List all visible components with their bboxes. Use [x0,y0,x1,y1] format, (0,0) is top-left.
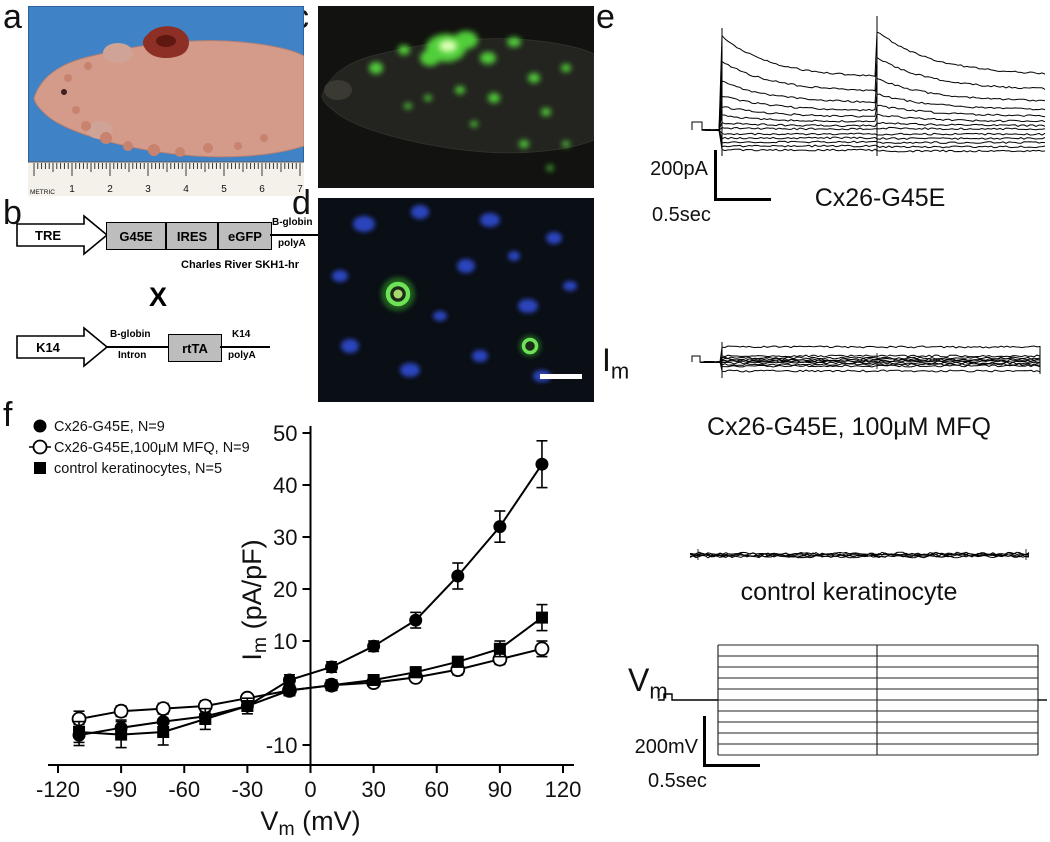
mouse-eye [61,89,67,95]
svg-text:Im (pA/pF): Im (pA/pF) [237,539,271,660]
tail-label-polya: polyA [278,238,306,249]
trace-title-cx26-g45e: Cx26-G45E [814,184,946,212]
svg-text:1: 1 [69,184,75,195]
svg-text:-10: -10 [266,733,298,758]
svg-text:control keratinocytes, N=5: control keratinocytes, N=5 [54,461,222,477]
tumor [142,26,190,59]
svg-text:3: 3 [145,184,151,195]
scale-label-200mv: 200mV [634,736,698,758]
panel-b-letter: b [3,194,22,232]
panel-f-letter: f [3,396,13,434]
svg-text:Cx26-G45E, N=9: Cx26-G45E, N=9 [54,419,165,435]
gene-box-g45e: G45E [106,222,166,250]
vm-label-main: V [628,662,650,698]
svg-text:90: 90 [488,777,512,802]
svg-text:-30: -30 [231,777,263,802]
gfp-fluorescence-patches [369,31,571,171]
gfp-positive-cell-1 [381,277,415,311]
promoter-label-tre: TRE [35,228,61,243]
fluorescence-micrograph [318,198,594,402]
scale-label-200pa: 200pA [650,158,708,180]
fluorescent-mouse-photo [318,6,594,188]
svg-text:50: 50 [273,421,297,446]
svg-text:60: 60 [425,777,449,802]
tail-label-polya-2: polyA [228,350,256,361]
svg-text:20: 20 [273,577,297,602]
svg-text:10: 10 [273,629,297,654]
svg-text:7: 7 [297,184,303,195]
voltage-protocol-traces [658,644,1047,756]
construct-line-right [220,346,270,348]
panel-a-letter: a [3,0,22,36]
gene-box-ires: IRES [166,222,218,250]
gfp-positive-cell-2 [519,335,541,357]
im-label: Im [602,342,629,384]
iv-curve-chart: -120 -90 -60 -30 0 30 60 90 120 -10 10 20 30 40 50 Vm (… [29,419,582,840]
scalebar-bottom-horizontal [703,764,760,767]
ruler-unit-label: METRIC [30,189,55,196]
promoter-label-k14: K14 [36,340,61,355]
trace-title-mfq: Cx26-G45E, 100μM MFQ [707,413,991,441]
left-label-intron: Intron [118,350,147,361]
cross-symbol: X [148,282,167,312]
vm-label-sub: m [649,678,668,704]
svg-text:0: 0 [304,777,316,802]
svg-text:40: 40 [273,473,297,498]
gene-box-egfp: eGFP [218,222,272,250]
svg-text:-120: -120 [36,777,80,802]
ruler-ticks [33,163,301,176]
svg-text:5: 5 [221,184,227,195]
tail-label-k14: K14 [232,329,251,340]
vm-label: Vm [628,662,668,704]
skin-papillomas [64,62,268,157]
trace-title-control: control keratinocyte [740,578,958,606]
im-label-main: I [602,342,611,378]
svg-text:Cx26-G45E,100μM MFQ, N=9: Cx26-G45E,100μM MFQ, N=9 [54,440,250,456]
construct-tre: TRE G45E IRES eGFP B-globin polyA [16,214,356,256]
panel-e-letter: e [596,0,615,36]
scalebar-200mv-vertical [703,716,706,766]
svg-text:120: 120 [545,777,582,802]
mouse-silhouette [321,38,594,154]
scale-bar [540,374,582,379]
svg-text:30: 30 [361,777,385,802]
svg-text:-90: -90 [105,777,137,802]
mouse-ear [103,43,133,63]
svg-text:-60: -60 [168,777,200,802]
gfp-bright-core [439,40,457,52]
svg-text:6: 6 [259,184,265,195]
gene-box-rtta: rtTA [168,334,222,362]
construct-line-left [106,346,168,348]
construct-k14: K14 B-globin Intron rtTA K14 polyA [16,326,316,368]
left-label-bglobin: B-globin [110,329,151,340]
scalebar-top-horizontal [714,198,771,201]
svg-text:30: 30 [273,525,297,550]
scale-label-05sec-bottom: 0.5sec [648,770,707,792]
scale-label-05sec-top: 0.5sec [652,204,711,226]
svg-text:4: 4 [183,184,189,195]
mouse-photo: METRIC 1 2 3 4 5 6 7 [28,6,304,196]
promoter-arrow-tre: TRE [16,214,109,256]
construct-tail-line [270,234,322,236]
mouse-nose [324,80,352,100]
construct-caption: Charles River SKH1-hr [181,259,299,271]
im-label-sub: m [610,358,630,384]
current-traces-mfq [691,342,1041,378]
tail-label-bglobin: B-globin [272,217,313,228]
mouse-body [33,26,304,158]
current-trace-control [689,549,1030,560]
svg-text:2: 2 [107,184,113,195]
promoter-arrow-k14: K14 [16,326,109,368]
current-traces-cx26-g45e [691,16,1046,156]
scalebar-200pa-vertical [714,150,717,200]
svg-text:Vm (mV): Vm (mV) [260,806,360,840]
